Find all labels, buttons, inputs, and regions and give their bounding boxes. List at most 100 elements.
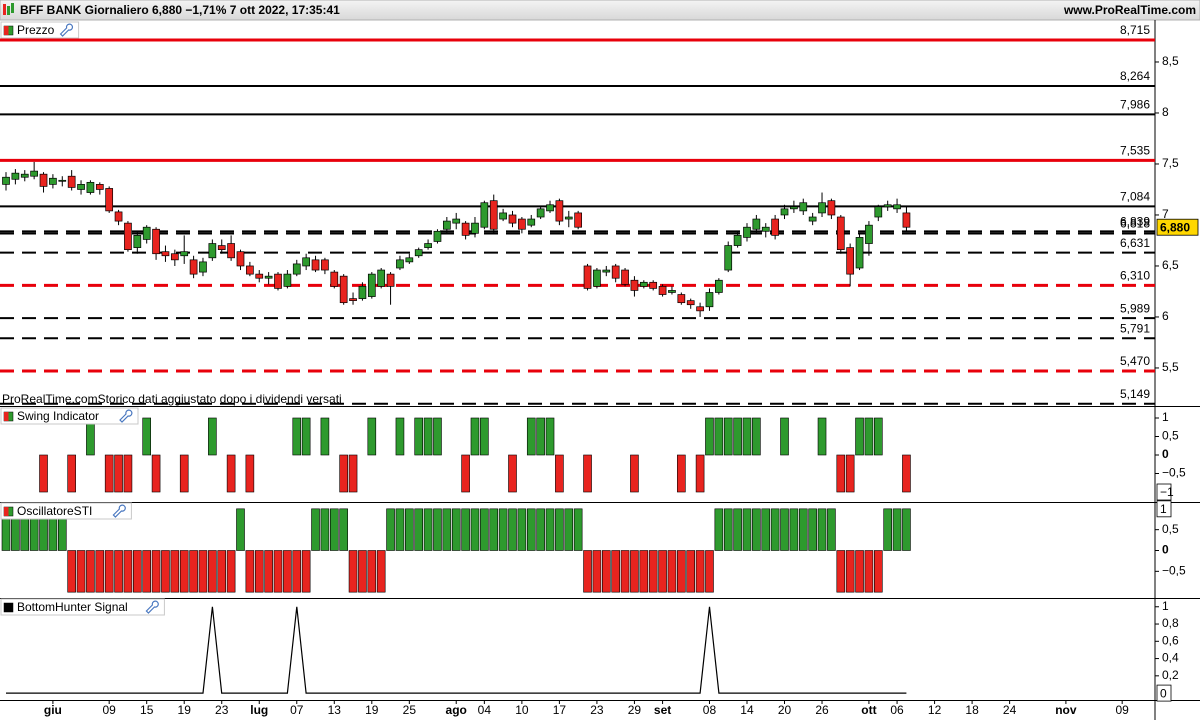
x-tick-label: set [654,703,671,717]
indicator-bar [161,550,170,593]
indicator-bar [367,417,377,456]
candle-body [114,211,123,222]
y-tick-label: 0,6 [1162,633,1179,647]
candle-body [855,237,864,269]
panel-legend[interactable] [0,502,132,520]
site-link[interactable]: www.ProRealTime.com [1063,3,1196,17]
indicator-bar [845,454,855,493]
x-tick-label: 09 [102,703,116,717]
last-value-label: 1 [1160,502,1167,516]
indicator-bar [114,550,123,593]
indicator-bar [770,508,780,551]
indicator-bar [339,454,348,493]
indicator-bar [536,417,545,456]
panel-legend[interactable] [0,21,80,39]
indicator-bar [705,550,714,593]
indicator-bar [601,550,611,593]
x-tick-label: 06 [890,703,904,717]
indicator-bar [142,550,151,593]
y-tick-label: 0 [1162,447,1169,461]
indicator-bar [648,550,658,593]
candle-body [733,235,742,246]
legend-swatch [3,602,14,613]
indicator-bar [630,454,639,493]
indicator-bar [508,508,517,551]
indicator-bar [592,550,602,593]
candle-body [236,251,245,267]
indicator-bar [723,417,733,456]
indicator-bar [414,417,424,456]
indicator-bar [39,454,48,493]
candle-body [668,290,676,293]
indicator-bar [827,508,836,551]
candle-body [349,298,357,301]
indicator-bar [451,508,461,551]
indicator-bar [498,508,508,551]
settings-icon[interactable] [145,600,159,614]
indicator-bar [95,550,105,593]
indicator-bar [733,417,742,456]
y-tick-label: 7,5 [1162,156,1179,170]
indicator-line [6,606,907,694]
indicator-bar [780,508,789,551]
candle-body [274,273,282,289]
candle-body [546,204,554,212]
indicator-bar [301,550,311,593]
indicator-bar [245,454,255,493]
candle-body [658,286,667,295]
source-note: ProRealTime.comStorico dati aggiustato d… [2,392,342,406]
y-tick-label: 1 [1162,410,1169,424]
panel-title[interactable]: OscillatoreSTI [17,504,92,518]
panel-legend[interactable] [0,407,139,425]
candle-body [330,271,339,287]
legend-swatch [4,412,9,421]
indicator-bar [864,550,874,593]
candle-body [836,216,845,250]
candle-body [630,279,639,291]
last-value-label: 0 [1160,686,1167,700]
panel-legend[interactable] [0,598,165,616]
candle-body [827,200,836,216]
indicator-bar [292,417,302,456]
indicator-bar [620,550,630,593]
candle-body [902,212,911,228]
candle-body [367,273,376,297]
y-tick-label: 5,5 [1162,360,1179,374]
indicator-bar [902,454,911,493]
candle-body [302,257,310,267]
indicator-bar [283,550,292,593]
indicator-bar [855,550,864,593]
candle-body [461,222,470,236]
indicator-bar [798,508,808,551]
last-value-label: 6,880 [1160,220,1190,234]
indicator-bar [874,417,883,456]
indicator-bar [423,417,433,456]
indicator-bar [817,508,827,551]
indicator-bar [170,550,180,593]
candle-body [564,216,573,220]
x-tick-label: 14 [740,703,754,717]
indicator-bar [386,508,395,551]
indicator-bar [573,508,583,551]
indicator-bar [611,550,620,593]
settings-icon[interactable] [119,409,133,423]
x-tick-label: 19 [178,703,192,717]
indicator-bar [86,550,95,593]
x-tick-label: ago [446,703,467,717]
candle-body [508,214,517,224]
candle-body [246,265,254,275]
indicator-bar [489,508,499,551]
panel-title[interactable]: BottomHunter Signal [17,600,128,614]
settings-icon[interactable] [59,23,74,37]
candle-body [893,204,901,210]
candle-body [67,175,76,188]
indicator-bar [179,550,189,593]
indicator-bar [348,550,358,593]
panel-title[interactable]: Prezzo [17,23,55,37]
indicator-bar [752,508,761,551]
level-label: 7,084 [1120,190,1150,204]
panel-title[interactable]: Swing Indicator [17,409,99,423]
candle-body [705,292,714,308]
settings-icon[interactable] [112,504,126,518]
last-value-box [1156,684,1172,702]
